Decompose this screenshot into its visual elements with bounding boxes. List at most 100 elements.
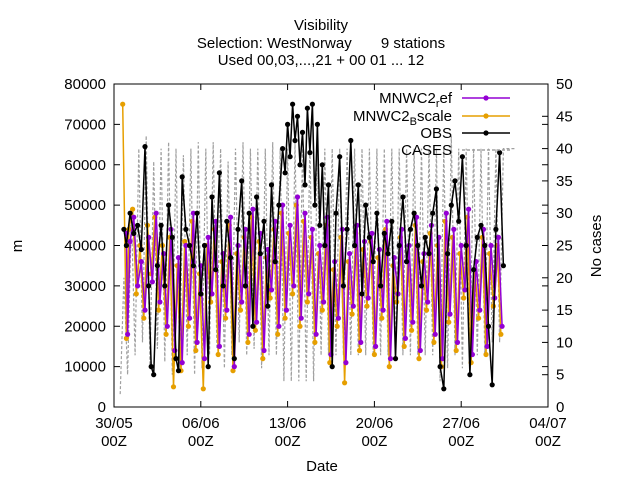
point-MNWC2_ref-87 [443,210,449,216]
point-MNWC2_ref-26 [216,343,222,349]
point-OBS-41 [268,182,275,188]
point-OBS-94 [445,251,451,257]
x-tick-label-time: 00Z [101,433,127,450]
point-MNWC2_Bscale-64 [356,347,363,354]
x-axis-label: Date [306,458,338,475]
point-OBS-79 [389,218,395,224]
point-MNWC2_Bscale-84 [431,339,437,345]
point-OBS-45 [282,170,288,176]
point-OBS-67 [344,226,350,232]
point-OBS-30 [228,255,234,261]
point-MNWC2_ref-102 [499,323,505,329]
title-line-2: Selection: WestNorway 9 stations [197,35,445,52]
y2-axis-label: No cases [588,215,605,278]
point-MNWC2_Bscale-40 [267,295,273,301]
point-MNWC2_ref-29 [228,214,234,220]
point-MNWC2_Bscale-102 [498,331,504,337]
point-MNWC2_Bscale-82 [423,307,430,313]
point-OBS-13 [166,202,172,208]
point-MNWC2_ref-66 [365,295,371,301]
point-MNWC2_ref-84 [432,331,438,337]
point-OBS-46 [285,121,291,127]
legend-marker-OBS [483,130,489,136]
point-MNWC2_ref-9 [153,210,159,216]
point-OBS-106 [489,382,495,388]
point-OBS-51 [297,162,303,168]
point-OBS-16 [175,368,182,374]
point-MNWC2_ref-1 [125,331,131,337]
point-MNWC2_ref-49 [302,210,308,216]
point-OBS-98 [459,154,465,160]
point-OBS-72 [363,202,369,208]
point-MNWC2_ref-10 [157,299,163,305]
y-tick-label: 20000 [64,318,106,335]
point-OBS-62 [325,182,332,188]
point-MNWC2_Bscale-42 [275,331,281,337]
point-OBS-26 [213,267,219,273]
x-tick-label-time: 00Z [188,433,214,450]
point-OBS-56 [309,101,315,107]
point-MNWC2_ref-14 [172,347,178,354]
series-line-OBS [123,104,505,389]
point-OBS-78 [385,251,391,257]
point-MNWC2_ref-64 [358,339,364,345]
y-axis-label: m [9,240,26,253]
point-OBS-9 [151,372,157,378]
point-MNWC2_Bscale-38 [260,356,266,362]
point-OBS-83 [404,259,410,265]
point-OBS-58 [314,121,320,127]
point-MNWC2_Bscale-90 [453,347,459,354]
point-MNWC2_Bscale-0 [120,101,126,107]
legend-marker-MNWC2_Bscale [483,113,489,119]
point-OBS-85 [411,210,417,216]
point-MNWC2_ref-54 [321,299,327,305]
point-MNWC2_ref-82 [425,299,431,305]
point-MNWC2_ref-17 [183,242,189,249]
chart-title: Visibility Selection: WestNorway 9 stati… [197,17,445,69]
point-MNWC2_ref-15 [175,255,182,261]
point-MNWC2_Bscale-88 [446,319,452,325]
point-MNWC2_ref-78 [410,319,416,325]
point-OBS-34 [242,283,248,289]
point-OBS-12 [162,283,168,289]
point-MNWC2_ref-30 [231,364,237,370]
point-OBS-64 [333,210,339,216]
y2-tick-label: 30 [556,205,573,222]
point-OBS-25 [209,194,215,200]
x-tick-label-time: 00Z [535,433,561,450]
point-MNWC2_Bscale-68 [371,351,377,358]
point-OBS-74 [370,259,376,265]
y-tick-label: 70000 [64,116,106,133]
point-MNWC2_ref-98 [484,343,490,349]
point-MNWC2_Bscale-28 [223,315,229,321]
point-OBS-49 [292,137,298,144]
point-MNWC2_ref-3 [131,214,137,220]
point-OBS-99 [463,242,469,249]
point-MNWC2_ref-68 [373,343,379,349]
point-MNWC2_ref-93 [466,206,472,212]
point-OBS-76 [378,283,384,289]
point-OBS-104 [482,242,488,249]
point-OBS-48 [290,101,296,107]
legend-label-MNWC2_ref: MNWC2ref [379,90,453,110]
point-OBS-102 [474,234,480,240]
point-MNWC2_Bscale-22 [200,386,206,392]
point-OBS-31 [231,356,237,362]
point-MNWC2_Bscale-1 [123,335,129,341]
point-OBS-27 [216,170,222,176]
point-OBS-15 [173,356,179,362]
point-OBS-81 [396,242,402,249]
point-MNWC2_ref-88 [447,311,453,317]
point-MNWC2_ref-44 [283,307,289,313]
point-MNWC2_Bscale-58 [334,323,340,329]
point-OBS-11 [158,222,164,228]
point-MNWC2_Bscale-56 [327,360,333,366]
point-MNWC2_Bscale-17 [182,238,188,245]
point-OBS-93 [441,386,447,392]
point-MNWC2_Bscale-80 [416,356,422,362]
point-OBS-75 [374,210,380,216]
point-MNWC2_ref-42 [276,323,282,329]
y2-tick-label: 25 [556,238,573,255]
point-OBS-108 [497,150,503,156]
point-MNWC2_ref-62 [350,303,356,309]
